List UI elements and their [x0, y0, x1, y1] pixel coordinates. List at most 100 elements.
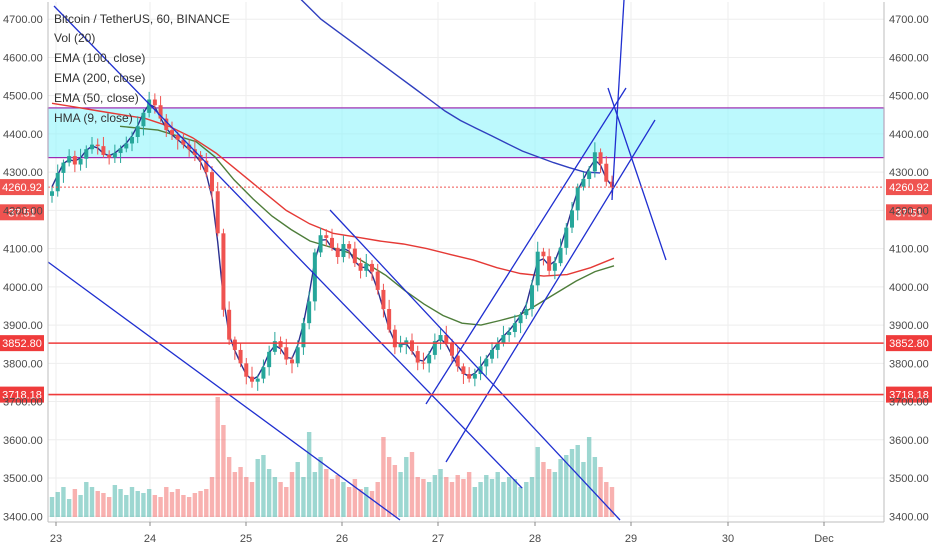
- candle-body: [461, 366, 466, 375]
- volume-bar: [272, 477, 278, 517]
- candle-body: [438, 335, 443, 342]
- candle-body: [370, 263, 374, 272]
- volume-bar: [255, 459, 260, 517]
- candle-body: [118, 148, 123, 154]
- volume-bar: [512, 479, 518, 517]
- legend: Bitcoin / TetherUS, 60, BINANCE Vol (20)…: [54, 12, 230, 125]
- candle-body: [307, 301, 312, 324]
- y-tick-left: 4400.00: [3, 129, 43, 141]
- legend-title: Bitcoin / TetherUS, 60, BINANCE: [54, 12, 230, 26]
- y-tick-right: 4600.00: [889, 52, 929, 64]
- volume-bar: [289, 472, 295, 517]
- volume-bar: [398, 472, 403, 517]
- x-tick-label: 26: [336, 533, 348, 545]
- candle-body: [101, 146, 106, 155]
- candle-body: [290, 359, 294, 364]
- volume-bar: [215, 397, 220, 517]
- y-tick-right: 4400.00: [889, 129, 929, 141]
- candle-body: [55, 172, 60, 192]
- y-tick-left: 3600.00: [3, 435, 43, 447]
- candle-body: [410, 340, 414, 352]
- candle-body: [250, 376, 254, 382]
- y-tick-left: 4600.00: [3, 52, 43, 64]
- volume-bar: [72, 489, 78, 517]
- candle-body: [387, 309, 392, 330]
- volume-bar: [346, 487, 352, 517]
- candle-body: [124, 143, 129, 149]
- x-tick-label: 27: [432, 533, 444, 545]
- volume-bar: [78, 495, 83, 517]
- volume-bar: [204, 489, 209, 517]
- price-tag-left-bg: [0, 335, 44, 352]
- volume-bar: [558, 459, 563, 517]
- x-tick-label: 25: [240, 533, 252, 545]
- volume-bar: [61, 487, 66, 517]
- candle-body: [530, 285, 534, 310]
- candle-body: [238, 349, 243, 364]
- candle-body: [72, 156, 77, 165]
- volume-bar: [552, 472, 558, 517]
- volume-bar: [244, 477, 249, 517]
- candles: [50, 91, 614, 391]
- volume-bar: [358, 489, 363, 517]
- candle-body: [50, 191, 54, 196]
- candle-body: [221, 233, 226, 310]
- y-tick-right: 4300.00: [889, 167, 929, 179]
- candle-body: [130, 136, 134, 144]
- volume-bar: [604, 482, 609, 517]
- candle-body: [61, 162, 66, 173]
- candle-body: [95, 144, 100, 147]
- candle-body: [450, 343, 454, 356]
- volume-bar: [266, 469, 272, 517]
- candle-body: [295, 347, 300, 364]
- candle-body: [135, 126, 140, 137]
- volume-bar: [278, 482, 283, 517]
- price-tag-left: 3718.18: [2, 390, 42, 402]
- price-levels: 4260.92 4260.92 37:51 37:51 3852.80 3852.80 37…: [0, 179, 932, 403]
- volume-bar: [415, 477, 420, 517]
- y-tick-left: 3700.00: [3, 397, 43, 409]
- x-tick-label: 23: [50, 533, 62, 545]
- volume-bar: [541, 462, 546, 517]
- y-tick-right: 3800.00: [889, 358, 929, 370]
- candle-body: [330, 237, 334, 248]
- y-tick-right: 4700.00: [889, 14, 929, 26]
- candle-body: [90, 144, 94, 150]
- volume-bar: [95, 491, 100, 517]
- volume-bar: [461, 479, 466, 517]
- trendline: [445, 119, 656, 463]
- candle-body: [175, 134, 180, 140]
- trendline: [53, 5, 523, 489]
- candle-body: [547, 256, 552, 271]
- candle-body: [267, 351, 272, 368]
- candle-body: [301, 323, 306, 348]
- candle-body: [421, 362, 426, 364]
- candle-body: [141, 112, 146, 127]
- candle-body: [284, 347, 289, 360]
- trendline: [329, 209, 621, 521]
- legend-vol: Vol (20): [54, 31, 95, 45]
- candle-body: [610, 181, 614, 188]
- trendline: [611, 0, 625, 201]
- volume-bar: [546, 469, 552, 517]
- volume-bar: [381, 437, 386, 517]
- volume-bar: [449, 482, 455, 517]
- candle-body: [392, 329, 397, 348]
- volume-bar: [135, 491, 140, 517]
- price-tag-left-bg: [0, 179, 44, 196]
- candle-body: [164, 118, 169, 131]
- y-tick-right: 3900.00: [889, 320, 929, 332]
- price-tag-left: 37:51: [8, 207, 36, 219]
- volume-bar: [152, 495, 158, 517]
- volume-bar: [306, 432, 312, 517]
- volume-bar: [575, 445, 580, 517]
- candle-body: [67, 156, 72, 163]
- volume-bar: [409, 452, 415, 517]
- volume-bar: [238, 467, 243, 517]
- volume-bar: [455, 475, 460, 517]
- volume-bar: [386, 457, 392, 517]
- y-tick-left: 3400.00: [3, 511, 43, 523]
- x-tick-label: 28: [529, 533, 541, 545]
- candle-body: [261, 367, 266, 379]
